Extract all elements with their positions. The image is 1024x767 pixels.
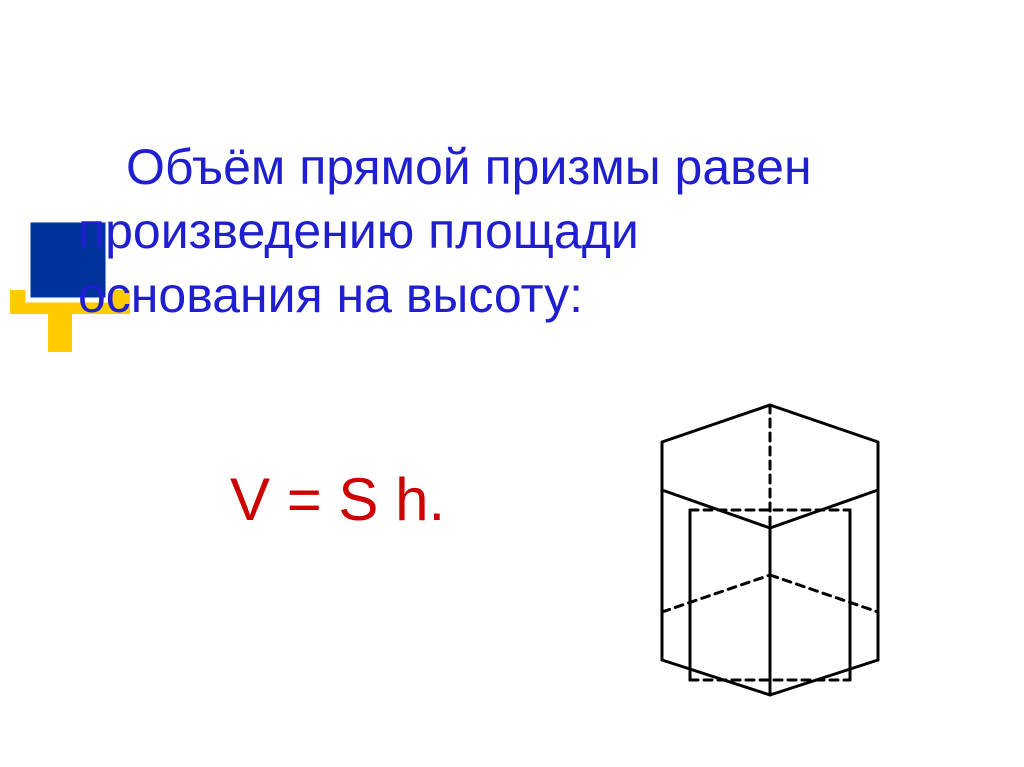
title-line-3: основания на высоту:	[78, 263, 978, 327]
formula-text: V = S h.	[230, 465, 445, 534]
title-block: Объём прямой призмы равен произведению п…	[78, 135, 978, 327]
title-line-2: произведению площади	[78, 199, 978, 263]
title-line-1: Объём прямой призмы равен	[126, 135, 978, 199]
hexagonal-prism-diagram	[620, 380, 920, 715]
